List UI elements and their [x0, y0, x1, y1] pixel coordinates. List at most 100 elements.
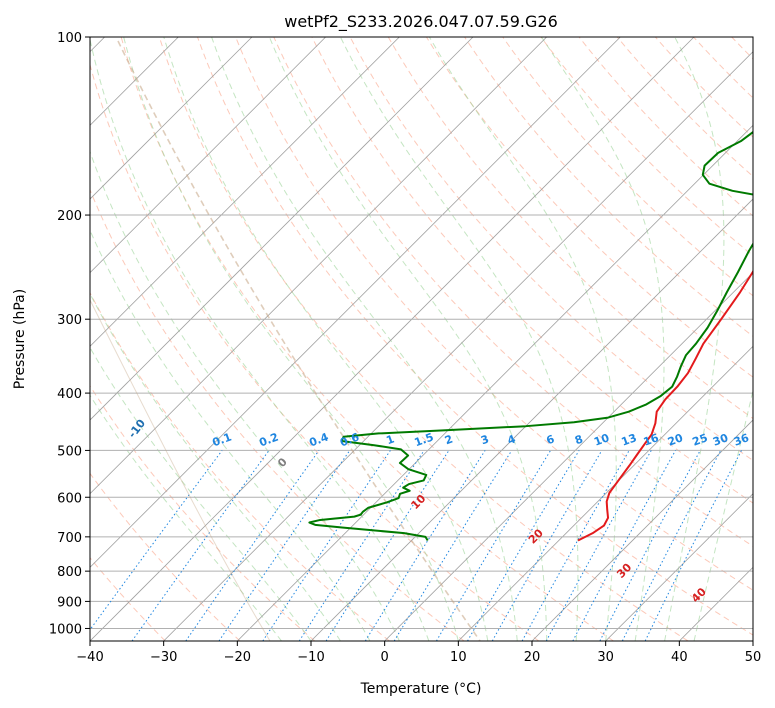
- y-tick-label: 100: [57, 31, 82, 46]
- background-lines: [90, 37, 753, 641]
- dry-adiabat-line: [311, 37, 753, 504]
- isotherm-line: [90, 37, 547, 495]
- isotherm-line: [310, 198, 753, 641]
- dry-adiabat-line: [90, 472, 241, 641]
- y-tick-label: 200: [57, 209, 82, 224]
- moist-adiabat-line: [664, 37, 725, 641]
- mixing-ratio-label: 16: [642, 431, 661, 449]
- moist-adiabat-line: [90, 394, 282, 641]
- mixing-ratio-label: 0.1: [211, 430, 234, 449]
- mixing-ratio-label: 8: [573, 433, 585, 448]
- mixing-ratio-line: [90, 450, 223, 631]
- dry-adiabat-line: [235, 37, 753, 591]
- moist-adiabat-line: [90, 37, 430, 641]
- moist-adiabat-line: [163, 37, 489, 641]
- y-tick-label: 400: [57, 387, 82, 402]
- plot-frame: [89, 36, 754, 642]
- y-tick-label: 600: [57, 491, 82, 506]
- dry-adiabat-line: [464, 37, 753, 337]
- x-tick-label: −30: [150, 650, 177, 665]
- mixing-ratio-label: 3: [479, 433, 491, 448]
- dry-adiabat-line: [273, 37, 753, 547]
- mixing-ratio-line: [621, 450, 722, 641]
- moist-adiabat-line: [541, 37, 665, 641]
- x-tick-label: −10: [297, 650, 324, 665]
- mixing-ratio-label: 0.4: [307, 430, 330, 449]
- x-axis-title: Temperature (°C): [360, 681, 482, 697]
- y-tick-label: 500: [57, 444, 82, 459]
- plot-content: -100-90-80-70-60-50-40-30-20-10010203040…: [90, 37, 753, 641]
- dry-adiabat-line: [90, 291, 390, 641]
- mixing-ratio-label: 30: [711, 431, 730, 449]
- dry-adiabat-line: [387, 37, 753, 420]
- dry-adiabat-line: [120, 37, 614, 641]
- moist-adiabat-line: [90, 292, 341, 641]
- mixing-ratio-label: 36: [732, 431, 751, 449]
- isotherm-line: [237, 124, 753, 641]
- mixing-ratio-label: 13: [620, 431, 639, 448]
- mixing-ratio-line: [262, 450, 391, 641]
- mixing-ratio-label: 4: [506, 432, 518, 447]
- y-tick-label: 300: [57, 313, 82, 328]
- mixing-ratio-line: [131, 450, 270, 641]
- mixing-ratio-label: 0.6: [338, 430, 361, 449]
- dry-adiabat-line: [349, 37, 753, 462]
- moist-adiabat-line: [428, 37, 617, 641]
- chart-title: wetPf2_S233.2026.047.07.59.G26: [284, 12, 558, 32]
- mixing-ratio-label: 1.5: [413, 430, 436, 449]
- dry-adiabat-line: [502, 37, 753, 297]
- moist-adiabat-line: [211, 37, 518, 641]
- isotherm-line: [90, 37, 474, 421]
- mixing-ratio-line: [325, 450, 450, 641]
- isotherm-line: [90, 37, 400, 347]
- isotherm-line: [384, 272, 753, 641]
- axes: −40 −30 −20 −10 0 10 20 30 40 5010020030040050060…: [49, 31, 761, 665]
- moist-adiabat-line: [90, 229, 371, 641]
- dry-adiabat-line: [90, 188, 465, 641]
- plot-area: [90, 37, 753, 641]
- isotherm-line: [531, 419, 753, 641]
- x-tick-label: 40: [671, 650, 688, 665]
- mixing-ratio-label: 1: [384, 433, 396, 448]
- theta-reference-curve: [90, 299, 271, 641]
- isotherm-line: [90, 37, 621, 568]
- mixing-ratio-line: [545, 450, 652, 641]
- isotherm-line: [90, 37, 326, 274]
- mixing-ratio-line: [185, 450, 320, 641]
- x-tick-label: −40: [76, 650, 103, 665]
- moist-adiabat-line: [339, 37, 579, 641]
- curve-labels: -100-90-80-70-60-50-40-30-20-10010203040…: [126, 417, 751, 606]
- theta-reference-curve: [117, 40, 481, 641]
- mixing-ratio-line: [218, 450, 351, 641]
- mixing-ratio-line: [298, 450, 425, 641]
- mixing-ratio-label: 2: [443, 433, 455, 448]
- moist-adiabat-line: [693, 388, 753, 641]
- mixing-ratio-line: [572, 450, 676, 641]
- x-tick-label: 50: [745, 650, 762, 665]
- dry-adiabat-line: [90, 384, 316, 641]
- x-tick-label: 20: [524, 650, 541, 665]
- x-tick-label: 0: [381, 650, 389, 665]
- temperature-profile-line: [577, 269, 753, 542]
- isotherm-line: [605, 493, 753, 641]
- moist-adiabat-line: [123, 37, 459, 641]
- y-tick-label: 900: [57, 595, 82, 610]
- mixing-ratio-line: [644, 450, 742, 641]
- mixing-ratio-label: 10: [592, 431, 611, 449]
- isotherm-line: [458, 345, 753, 641]
- dewpoint-profile-line: [308, 130, 753, 542]
- mixing-ratio-label: 0.2: [257, 431, 280, 450]
- dry-adiabat-line: [90, 62, 540, 641]
- dry-adiabat-line: [425, 37, 753, 378]
- x-tick-label: 30: [597, 650, 614, 665]
- moist-adiabat-line: [268, 37, 548, 641]
- isotherm-line: [90, 37, 695, 641]
- data-series: [308, 130, 753, 542]
- y-tick-label: 1000: [49, 622, 82, 637]
- mixing-ratio-label: 6: [545, 432, 557, 447]
- mixing-ratio-line: [521, 450, 630, 641]
- mixing-ratio-line: [393, 450, 513, 641]
- y-axis-title: Pressure (hPa): [12, 289, 28, 389]
- mixing-ratio-label: 25: [691, 431, 710, 448]
